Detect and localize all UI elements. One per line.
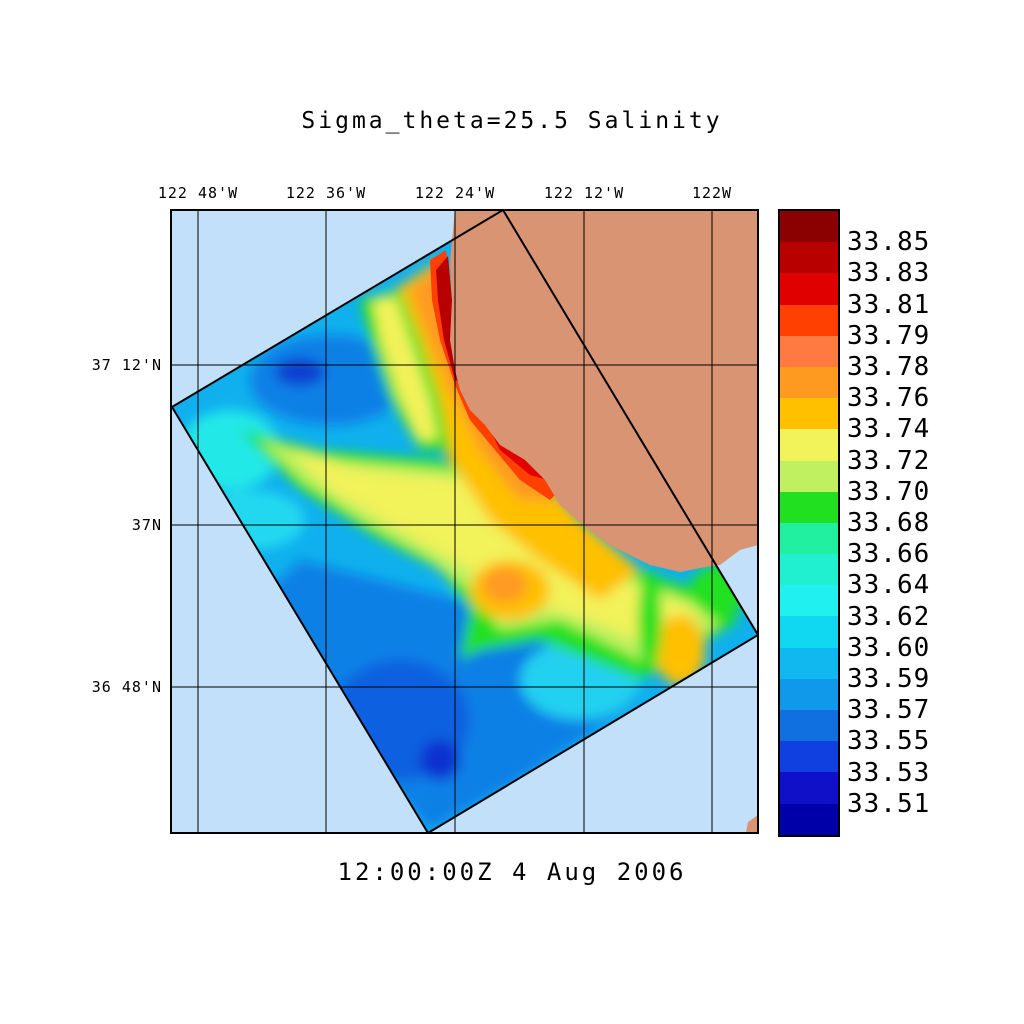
lat-label-1: 37 12'N <box>91 356 162 374</box>
land-area-south <box>746 815 758 833</box>
colorbar-label: 33.81 <box>847 289 931 320</box>
colorbar-label: 33.57 <box>847 695 931 726</box>
colorbar <box>778 209 840 837</box>
colorbar-label: 33.72 <box>847 445 931 476</box>
colorbar-label: 33.59 <box>847 664 931 694</box>
colorbar-label: 33.66 <box>847 539 931 570</box>
colorbar-swatch <box>780 491 838 523</box>
colorbar-swatch <box>780 366 838 399</box>
colorbar-swatch <box>780 335 838 367</box>
lon-label-5: 122W <box>691 184 733 202</box>
colorbar-label: 33.60 <box>847 632 931 663</box>
colorbar-label: 33.68 <box>847 508 931 538</box>
colorbar-swatch <box>780 211 838 243</box>
colorbar-label: 33.51 <box>847 788 931 819</box>
colorbar-label: 33.85 <box>847 227 931 258</box>
lon-label-4: 122 12'W <box>543 184 625 202</box>
colorbar-swatch <box>780 554 838 586</box>
colorbar-label: 33.55 <box>847 726 931 757</box>
colorbar-label: 33.64 <box>847 570 931 601</box>
graticule <box>171 210 758 833</box>
colorbar-swatch <box>780 304 838 336</box>
colorbar-label: 33.70 <box>847 476 931 507</box>
colorbar-swatch <box>780 522 838 555</box>
colorbar-label: 33.83 <box>847 258 931 289</box>
lon-label-3: 122 24'W <box>414 184 496 202</box>
plot-frame <box>170 209 759 834</box>
timestamp: 12:00:00Z 4 Aug 2006 <box>337 858 687 886</box>
model-domain-boundary <box>171 210 758 833</box>
colorbar-label: 33.62 <box>847 601 931 632</box>
lat-label-2: 37N <box>131 516 162 534</box>
colorbar-label: 33.78 <box>847 352 931 382</box>
land-area <box>450 210 758 572</box>
colorbar-swatch <box>780 710 838 742</box>
colorbar-label: 33.53 <box>847 757 931 788</box>
lon-label-2: 122 36'W <box>285 184 367 202</box>
colorbar-swatch <box>780 273 838 305</box>
colorbar-swatch <box>780 772 838 804</box>
colorbar-swatch <box>780 616 838 648</box>
colorbar-swatch <box>780 803 838 835</box>
map-title: Sigma_theta=25.5 Salinity <box>301 108 723 134</box>
lat-label-3: 36 48'N <box>91 678 162 696</box>
colorbar-swatch <box>780 647 838 679</box>
colorbar-swatch <box>780 460 838 492</box>
colorbar-label: 33.74 <box>847 414 931 445</box>
colorbar-swatch <box>780 242 838 274</box>
colorbar-swatch <box>780 429 838 461</box>
colorbar-swatch <box>780 678 838 710</box>
colorbar-label: 33.79 <box>847 320 931 351</box>
colorbar-swatch <box>780 398 838 430</box>
colorbar-label: 33.76 <box>847 383 931 414</box>
lon-label-1: 122 48'W <box>157 184 239 202</box>
colorbar-swatch <box>780 585 838 617</box>
colorbar-swatch <box>780 741 838 773</box>
